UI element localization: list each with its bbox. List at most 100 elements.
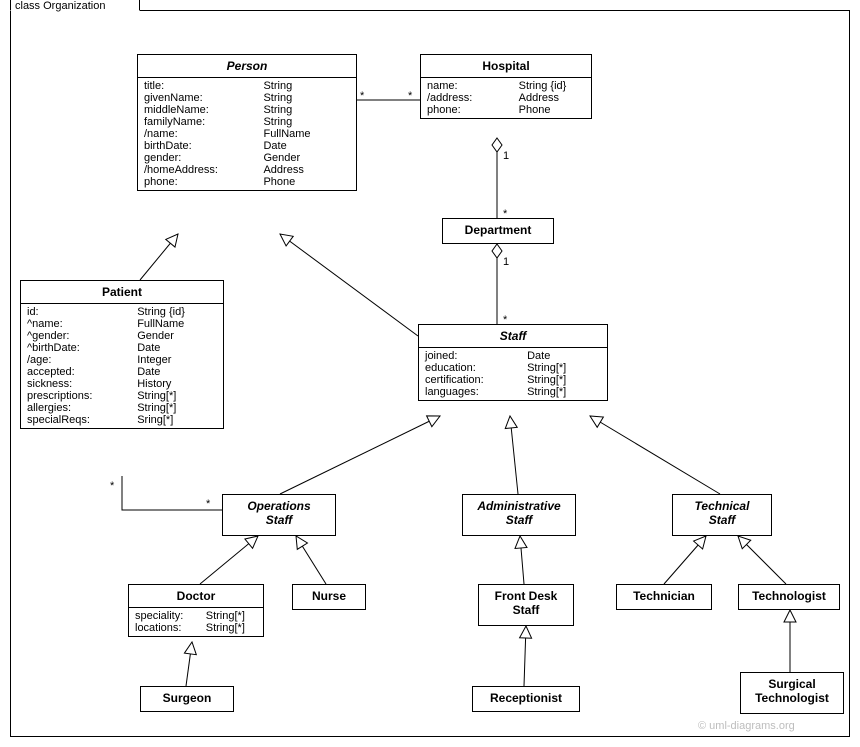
class-title: Patient [21,281,223,304]
class-technician: Technician [616,584,712,610]
attr-name: ^name: [27,318,137,330]
class-title: Department [443,219,553,241]
attr-name: speciality: [135,610,206,622]
attr-row: /name:FullName [144,128,350,140]
class-title: OperationsStaff [223,495,335,531]
attr-row: /age:Integer [27,354,217,366]
attr-type: String[*] [137,390,217,402]
multiplicity-label: * [110,480,114,492]
attr-name: phone: [427,104,519,116]
class-title: Receptionist [473,687,579,709]
attr-row: specialReqs:Sring[*] [27,414,217,426]
attr-name: middleName: [144,104,263,116]
attr-name: certification: [425,374,527,386]
attr-name: ^birthDate: [27,342,137,354]
attr-type: Address [263,164,350,176]
attr-row: /homeAddress:Address [144,164,350,176]
multiplicity-label: * [360,90,364,102]
attr-type: Gender [263,152,350,164]
attr-row: familyName:String [144,116,350,128]
class-surgtech: SurgicalTechnologist [740,672,844,714]
attr-row: accepted:Date [27,366,217,378]
attr-row: gender:Gender [144,152,350,164]
attr-row: certification:String[*] [425,374,601,386]
attr-type: FullName [137,318,217,330]
watermark: © uml-diagrams.org [698,720,795,732]
attr-row: ^name:FullName [27,318,217,330]
attr-type: Phone [519,104,585,116]
class-attrs: speciality:String[*]locations:String[*] [129,608,263,636]
attr-type: String[*] [527,362,601,374]
class-frontdesk: Front DeskStaff [478,584,574,626]
attr-row: phone:Phone [427,104,585,116]
attr-type: Sring[*] [137,414,217,426]
attr-type: String[*] [527,386,601,398]
attr-type: Date [137,342,217,354]
attr-name: allergies: [27,402,137,414]
class-attrs: joined:Dateeducation:String[*]certificat… [419,348,607,400]
attr-name: education: [425,362,527,374]
attr-type: String[*] [206,622,257,634]
class-attrs: title:StringgivenName:StringmiddleName:S… [138,78,356,190]
attr-name: /name: [144,128,263,140]
class-person: Persontitle:StringgivenName:Stringmiddle… [137,54,357,191]
class-technologist: Technologist [738,584,840,610]
attr-name: familyName: [144,116,263,128]
attr-name: accepted: [27,366,137,378]
attr-row: name:String {id} [427,80,585,92]
multiplicity-label: * [206,498,210,510]
attr-type: Address [519,92,585,104]
attr-name: name: [427,80,519,92]
class-title: TechnicalStaff [673,495,771,531]
attr-row: phone:Phone [144,176,350,188]
attr-row: id:String {id} [27,306,217,318]
attr-row: middleName:String [144,104,350,116]
multiplicity-label: 1 [503,256,509,268]
class-title: Person [138,55,356,78]
attr-row: /address:Address [427,92,585,104]
class-attrs: name:String {id}/address:Addressphone:Ph… [421,78,591,118]
class-title: Nurse [293,585,365,607]
attr-row: ^birthDate:Date [27,342,217,354]
attr-type: String[*] [527,374,601,386]
multiplicity-label: 1 [503,150,509,162]
attr-name: title: [144,80,263,92]
class-staff: Staffjoined:Dateeducation:String[*]certi… [418,324,608,401]
multiplicity-label: * [503,314,507,326]
class-receptionist: Receptionist [472,686,580,712]
attr-row: ^gender:Gender [27,330,217,342]
attr-type: Gender [137,330,217,342]
class-ops: OperationsStaff [222,494,336,536]
class-admin: AdministrativeStaff [462,494,576,536]
class-title: SurgicalTechnologist [741,673,843,709]
attr-row: prescriptions:String[*] [27,390,217,402]
attr-name: /address: [427,92,519,104]
attr-name: locations: [135,622,206,634]
attr-name: languages: [425,386,527,398]
attr-row: allergies:String[*] [27,402,217,414]
attr-row: languages:String[*] [425,386,601,398]
attr-row: title:String [144,80,350,92]
attr-name: /homeAddress: [144,164,263,176]
attr-name: givenName: [144,92,263,104]
attr-name: ^gender: [27,330,137,342]
class-nurse: Nurse [292,584,366,610]
class-surgeon: Surgeon [140,686,234,712]
attr-row: locations:String[*] [135,622,257,634]
class-patient: Patientid:String {id}^name:FullName^gend… [20,280,224,429]
attr-name: joined: [425,350,527,362]
class-title: Doctor [129,585,263,608]
attr-row: speciality:String[*] [135,610,257,622]
class-attrs: id:String {id}^name:FullName^gender:Gend… [21,304,223,428]
class-hospital: Hospitalname:String {id}/address:Address… [420,54,592,119]
attr-name: prescriptions: [27,390,137,402]
attr-name: sickness: [27,378,137,390]
attr-type: Date [263,140,350,152]
attr-name: specialReqs: [27,414,137,426]
class-department: Department [442,218,554,244]
attr-name: birthDate: [144,140,263,152]
attr-type: FullName [263,128,350,140]
attr-type: String {id} [519,80,585,92]
attr-type: Date [137,366,217,378]
attr-type: String [263,92,350,104]
